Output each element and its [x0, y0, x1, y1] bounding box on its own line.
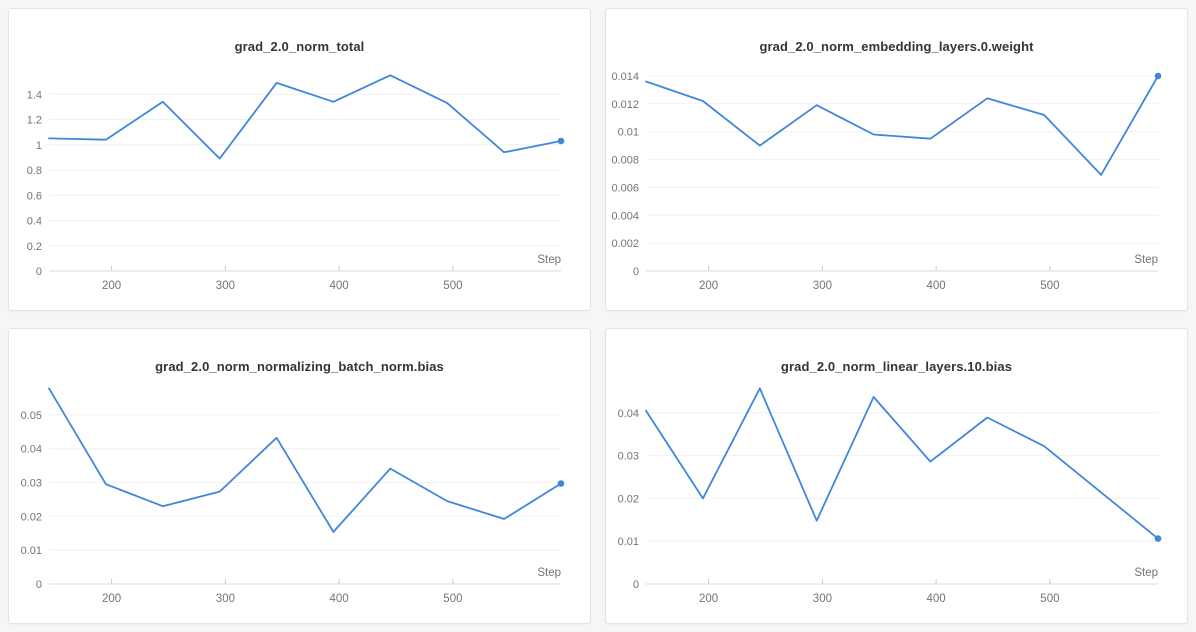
x-tick-label: 400	[927, 280, 946, 292]
y-tick-label: 0.03	[618, 451, 639, 463]
y-tick-label: 0	[633, 266, 639, 278]
x-tick-label: 200	[102, 280, 121, 292]
y-tick-label: 0.04	[618, 408, 639, 420]
x-tick-label: 200	[699, 280, 718, 292]
chart-title: grad_2.0_norm_embedding_layers.0.weight	[759, 39, 1034, 54]
x-tick-label: 300	[216, 280, 235, 292]
x-tick-label: 500	[1040, 280, 1059, 292]
chart-title: grad_2.0_norm_normalizing_batch_norm.bia…	[155, 359, 444, 374]
y-tick-label: 0.2	[27, 241, 42, 253]
last-point-marker	[557, 480, 565, 487]
data-series-line	[48, 74, 562, 160]
y-tick-label: 0.6	[27, 190, 42, 202]
line-chart-grad-2-0-norm-total[interactable]: 0 0.2 0.4 0.6 0.8 1 1.2 1.4 200 300 400 500 Step	[9, 61, 589, 301]
x-tick-label: 300	[216, 593, 235, 605]
y-tick-label: 0.002	[611, 238, 639, 250]
y-tick-label: 0.01	[618, 536, 639, 548]
last-point-marker	[557, 137, 565, 145]
panel-grad-2-0-norm-total[interactable]: grad_2.0_norm_total 0 0.2 0.4 0.6 0.8 1 1.2 1.4…	[8, 8, 591, 311]
x-tick-label: 300	[813, 280, 832, 292]
y-tick-label: 0.01	[618, 127, 639, 139]
x-tick-label: 500	[443, 593, 462, 605]
x-tick-label: 200	[699, 593, 718, 605]
last-point-marker	[1154, 72, 1162, 80]
panel-grad-2-0-norm-normalizing-batch-norm-bias[interactable]: grad_2.0_norm_normalizing_batch_norm.bia…	[8, 328, 591, 624]
y-tick-label: 0.05	[21, 410, 42, 422]
data-series-line	[645, 75, 1159, 176]
chart-title: grad_2.0_norm_total	[234, 39, 365, 54]
x-axis-title: Step	[1134, 254, 1158, 266]
y-tick-label: 0	[633, 579, 639, 591]
line-chart-grad-2-0-norm-embedding-layers-0-weight[interactable]: 0 0.002 0.004 0.006 0.008 0.01 0.012 0.014 200 30…	[606, 61, 1186, 301]
last-point-marker	[1154, 535, 1162, 542]
chart-title: grad_2.0_norm_linear_layers.10.bias	[780, 359, 1013, 374]
y-tick-label: 0.012	[611, 99, 639, 111]
y-tick-label: 0.03	[21, 478, 42, 490]
data-series-line	[645, 387, 1159, 540]
panel-grad-2-0-norm-embedding-layers-0-weight[interactable]: grad_2.0_norm_embedding_layers.0.weight …	[605, 8, 1188, 311]
x-axis-title: Step	[537, 254, 561, 266]
x-tick-label: 400	[330, 280, 349, 292]
line-chart-grad-2-0-norm-linear-layers-10-bias[interactable]: 0 0.01 0.02 0.03 0.04 200 300 400 500 Step	[606, 374, 1186, 614]
y-tick-label: 0.04	[21, 444, 42, 456]
y-tick-label: 1.2	[27, 115, 42, 127]
y-tick-label: 0.014	[611, 71, 639, 83]
x-tick-label: 200	[102, 593, 121, 605]
y-tick-label: 0.4	[27, 216, 42, 228]
y-tick-label: 0.01	[21, 545, 42, 557]
y-tick-label: 0.008	[611, 155, 639, 167]
y-tick-label: 0.02	[21, 511, 42, 523]
y-tick-label: 1.4	[27, 89, 42, 101]
line-chart-grad-2-0-norm-normalizing-batch-norm-bias[interactable]: 0 0.01 0.02 0.03 0.04 0.05 200 300 400 500 Step	[9, 374, 589, 614]
y-tick-label: 0.8	[27, 165, 42, 177]
y-tick-label: 0	[36, 579, 42, 591]
y-tick-label: 1	[36, 140, 42, 152]
x-tick-label: 400	[330, 593, 349, 605]
y-tick-label: 0.004	[611, 210, 639, 222]
y-tick-label: 0.02	[618, 493, 639, 505]
panel-grad-2-0-norm-linear-layers-10-bias[interactable]: grad_2.0_norm_linear_layers.10.bias 0 0.0…	[605, 328, 1188, 624]
x-tick-label: 400	[927, 593, 946, 605]
y-tick-label: 0	[36, 266, 42, 278]
data-series-line	[48, 387, 562, 533]
x-tick-label: 500	[443, 280, 462, 292]
x-tick-label: 500	[1040, 593, 1059, 605]
x-tick-label: 300	[813, 593, 832, 605]
x-axis-title: Step	[537, 567, 561, 579]
x-axis-title: Step	[1134, 567, 1158, 579]
y-tick-label: 0.006	[611, 182, 639, 194]
